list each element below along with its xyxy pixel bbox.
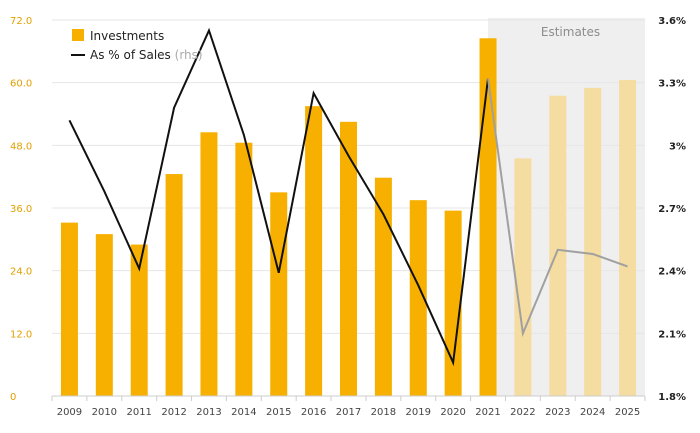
bar: [374, 177, 392, 396]
right-tick-label: 1.8%: [658, 392, 686, 403]
x-tick-label: 2011: [126, 407, 151, 418]
bar: [130, 244, 148, 396]
x-tick-label: 2016: [301, 407, 326, 418]
line-series-actual: [68, 27, 490, 367]
x-tick-label: 2023: [545, 407, 570, 418]
legend-swatch-investments: [72, 29, 84, 41]
legend-label-investments: Investments: [90, 29, 164, 43]
x-tick-label: 2020: [440, 407, 465, 418]
bar: [200, 132, 218, 396]
left-tick-label: 60.0: [10, 79, 32, 90]
bar: [165, 174, 183, 396]
bar: [340, 121, 357, 396]
bar: [270, 192, 288, 396]
legend-label-sales-pct-name: As % of Sales: [90, 48, 175, 62]
x-tick-label: 2024: [580, 407, 605, 418]
right-tick-label: 3%: [669, 141, 686, 152]
bar-estimate: [549, 95, 567, 396]
bar: [60, 222, 78, 396]
x-tick-label: 2021: [475, 407, 500, 418]
right-tick-label: 2.4%: [658, 267, 686, 278]
x-tick-label: 2009: [57, 407, 82, 418]
right-tick-label: 3.3%: [658, 79, 686, 90]
x-tick-label: 2025: [615, 407, 640, 418]
x-tick-label: 2019: [406, 407, 431, 418]
legend-label-sales-pct: As % of Sales (rhs): [90, 48, 203, 62]
x-tick-label: 2010: [92, 407, 117, 418]
line-series-estimate: [487, 78, 628, 338]
bar: [235, 142, 253, 396]
left-tick-label: 48.0: [10, 141, 32, 152]
bar: [444, 210, 462, 396]
left-tick-label: 12.0: [10, 329, 32, 340]
bar: [305, 106, 323, 397]
bar-estimate: [514, 158, 532, 396]
estimates-label: Estimates: [541, 25, 600, 39]
x-tick-label: 2012: [161, 407, 186, 418]
left-tick-label: 24.0: [10, 267, 32, 278]
right-tick-label: 2.1%: [658, 329, 686, 340]
x-tick-label: 2018: [371, 407, 396, 418]
x-tick-label: 2014: [231, 407, 256, 418]
right-tick-label: 3.6%: [658, 16, 686, 27]
x-tick-label: 2013: [196, 407, 221, 418]
bar: [479, 38, 497, 397]
x-tick-label: 2022: [510, 407, 535, 418]
x-tick-label: 2017: [336, 407, 361, 418]
bar-estimate: [584, 87, 602, 396]
bar: [95, 234, 113, 396]
bar: [409, 200, 427, 396]
right-tick-label: 2.7%: [658, 204, 686, 215]
left-tick-label: 72.0: [10, 16, 32, 27]
x-tick-label: 2015: [266, 407, 291, 418]
left-tick-label: 36.0: [10, 204, 32, 215]
legend-label-sales-pct-suffix: (rhs): [175, 48, 203, 62]
left-tick-label: 0: [10, 392, 16, 403]
bar-estimate: [619, 80, 637, 397]
